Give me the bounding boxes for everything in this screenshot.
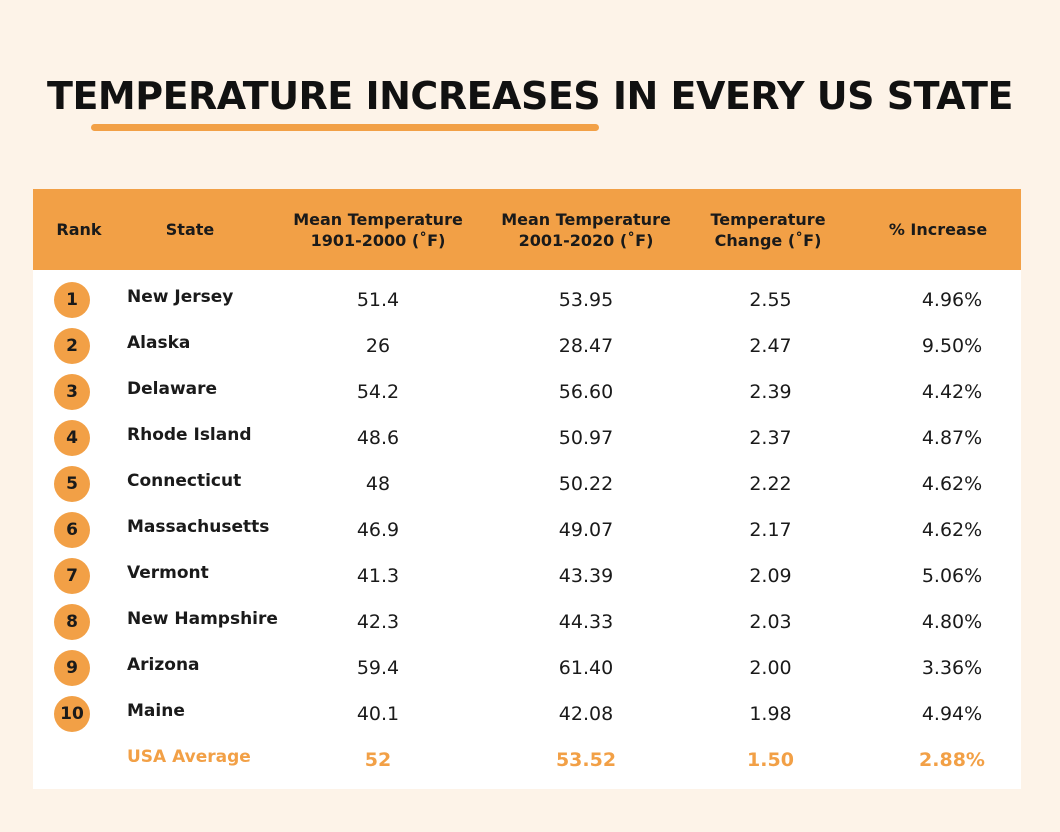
cell-mean-1901-2000: 59.4 xyxy=(356,657,400,679)
state-name: Rhode Island xyxy=(127,425,252,445)
state-name: Alaska xyxy=(127,333,191,353)
state-name: Delaware xyxy=(127,379,218,399)
cell-change: 2.37 xyxy=(749,427,792,449)
state-name: Massachusetts xyxy=(127,517,270,537)
header-state: State xyxy=(165,220,215,239)
table-header: Rank State Mean Temperature 1901-2000 (˚F)… xyxy=(33,189,1021,270)
cell-change: 2.22 xyxy=(749,473,792,495)
title-underline xyxy=(91,124,599,131)
average-change: 1.50 xyxy=(747,749,794,771)
table-row: 7 Vermont 41.3 43.39 2.09 5.06% xyxy=(33,553,1021,599)
cell-mean-2001-2020: 28.47 xyxy=(558,335,614,357)
cell-increase: 9.50% xyxy=(921,335,983,357)
header-temp-change: Temperature Change (˚F) xyxy=(710,209,826,250)
state-name: New Jersey xyxy=(127,287,234,307)
rank-badge: 5 xyxy=(54,466,90,502)
average-row: USA Average 52 53.52 1.50 2.88% xyxy=(33,737,1021,783)
table-row: 3 Delaware 54.2 56.60 2.39 4.42% xyxy=(33,369,1021,415)
cell-change: 2.03 xyxy=(749,611,792,633)
state-name: New Hampshire xyxy=(127,609,278,629)
cell-mean-2001-2020: 43.39 xyxy=(558,565,614,587)
rank-badge: 6 xyxy=(54,512,90,548)
table-row: 5 Connecticut 48 50.22 2.22 4.62% xyxy=(33,461,1021,507)
cell-change: 2.55 xyxy=(749,289,792,311)
rank-badge: 2 xyxy=(54,328,90,364)
rank-badge: 10 xyxy=(54,696,90,732)
table-row: 4 Rhode Island 48.6 50.97 2.37 4.87% xyxy=(33,415,1021,461)
average-label: USA Average xyxy=(127,747,251,767)
table-row: 6 Massachusetts 46.9 49.07 2.17 4.62% xyxy=(33,507,1021,553)
table-row: 1 New Jersey 51.4 53.95 2.55 4.96% xyxy=(33,277,1021,323)
table-row: 2 Alaska 26 28.47 2.47 9.50% xyxy=(33,323,1021,369)
cell-increase: 4.96% xyxy=(921,289,983,311)
cell-mean-2001-2020: 53.95 xyxy=(558,289,614,311)
cell-mean-1901-2000: 42.3 xyxy=(356,611,400,633)
average-increase: 2.88% xyxy=(919,749,985,771)
average-mean-2001-2020: 53.52 xyxy=(555,749,617,771)
table-row: 10 Maine 40.1 42.08 1.98 4.94% xyxy=(33,691,1021,737)
cell-change: 2.09 xyxy=(749,565,792,587)
cell-increase: 4.80% xyxy=(921,611,983,633)
temperature-table: Rank State Mean Temperature 1901-2000 (˚F)… xyxy=(33,189,1021,789)
cell-mean-1901-2000: 54.2 xyxy=(356,381,400,403)
cell-mean-1901-2000: 48 xyxy=(365,473,391,495)
cell-change: 2.39 xyxy=(749,381,792,403)
header-mean-2001-2020: Mean Temperature 2001-2020 (˚F) xyxy=(501,209,671,250)
cell-increase: 5.06% xyxy=(921,565,983,587)
cell-change: 2.47 xyxy=(749,335,792,357)
state-name: Vermont xyxy=(127,563,209,583)
cell-mean-2001-2020: 50.97 xyxy=(558,427,614,449)
cell-increase: 4.62% xyxy=(921,473,983,495)
cell-change: 2.00 xyxy=(749,657,792,679)
rank-badge: 1 xyxy=(54,282,90,318)
cell-mean-2001-2020: 56.60 xyxy=(558,381,614,403)
header-mean-1901-2000: Mean Temperature 1901-2000 (˚F) xyxy=(293,209,463,250)
cell-mean-2001-2020: 50.22 xyxy=(558,473,614,495)
average-mean-1901-2000: 52 xyxy=(364,749,392,771)
rank-badge: 3 xyxy=(54,374,90,410)
rank-badge: 9 xyxy=(54,650,90,686)
cell-mean-1901-2000: 40.1 xyxy=(356,703,400,725)
cell-mean-2001-2020: 49.07 xyxy=(558,519,614,541)
cell-mean-2001-2020: 61.40 xyxy=(558,657,614,679)
cell-change: 2.17 xyxy=(749,519,792,541)
cell-mean-1901-2000: 51.4 xyxy=(356,289,400,311)
header-rank: Rank xyxy=(56,220,102,239)
cell-change: 1.98 xyxy=(749,703,792,725)
cell-increase: 4.87% xyxy=(921,427,983,449)
cell-increase: 4.62% xyxy=(921,519,983,541)
state-name: Arizona xyxy=(127,655,200,675)
rank-badge: 7 xyxy=(54,558,90,594)
rank-badge: 8 xyxy=(54,604,90,640)
cell-mean-1901-2000: 41.3 xyxy=(356,565,400,587)
cell-increase: 3.36% xyxy=(921,657,983,679)
state-name: Maine xyxy=(127,701,185,721)
header-percent-increase: % Increase xyxy=(888,220,988,239)
table-row: 8 New Hampshire 42.3 44.33 2.03 4.80% xyxy=(33,599,1021,645)
cell-increase: 4.42% xyxy=(921,381,983,403)
table-row: 9 Arizona 59.4 61.40 2.00 3.36% xyxy=(33,645,1021,691)
state-name: Connecticut xyxy=(127,471,242,491)
cell-mean-1901-2000: 46.9 xyxy=(356,519,400,541)
cell-increase: 4.94% xyxy=(921,703,983,725)
title-container: TEMPERATURE INCREASES IN EVERY US STATE xyxy=(0,74,1060,118)
cell-mean-2001-2020: 44.33 xyxy=(558,611,614,633)
cell-mean-1901-2000: 48.6 xyxy=(356,427,400,449)
page-title: TEMPERATURE INCREASES IN EVERY US STATE xyxy=(47,74,1013,118)
rank-badge: 4 xyxy=(54,420,90,456)
cell-mean-2001-2020: 42.08 xyxy=(558,703,614,725)
cell-mean-1901-2000: 26 xyxy=(365,335,391,357)
